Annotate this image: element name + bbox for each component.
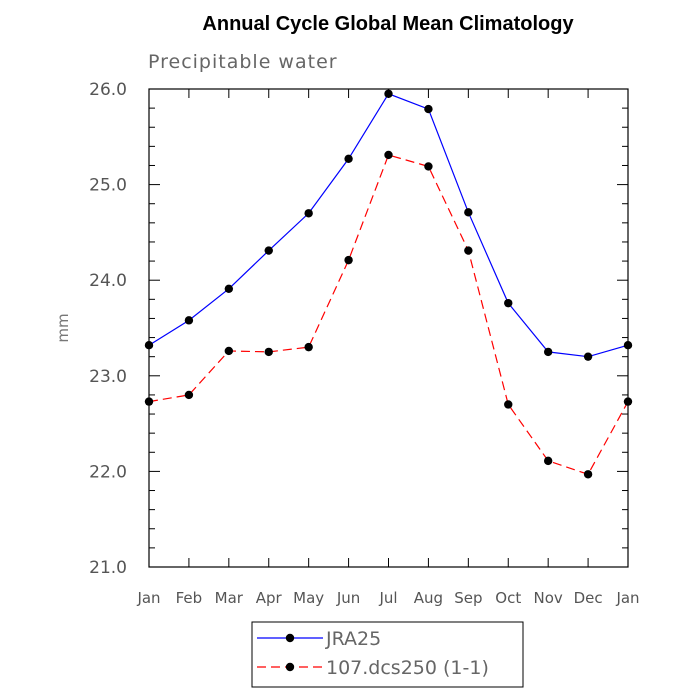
x-tick-label: May — [293, 589, 324, 607]
data-point-0 — [304, 209, 313, 218]
x-tick-label: Jul — [378, 589, 397, 607]
data-point-1 — [583, 470, 593, 479]
x-tick-label: Mar — [215, 589, 244, 607]
x-tick-label: Feb — [176, 589, 203, 607]
x-tick-label: Jan — [136, 589, 160, 607]
data-point-1 — [264, 347, 273, 357]
data-point-0 — [264, 246, 273, 255]
data-point-0 — [224, 284, 234, 294]
data-point-1 — [184, 390, 194, 400]
data-point-0 — [543, 347, 553, 357]
legend-marker-0 — [285, 633, 295, 643]
y-axis-label: mm — [54, 313, 72, 342]
data-point-0 — [583, 352, 593, 361]
x-tick-label: Aug — [414, 589, 443, 607]
chart-subtitle: Precipitable water — [148, 51, 338, 73]
data-point-0 — [384, 89, 393, 98]
y-tick-label: 25.0 — [89, 176, 127, 196]
x-tick-label: Oct — [495, 589, 521, 607]
x-tick-label: Apr — [256, 589, 283, 607]
y-tick-label: 26.0 — [89, 80, 127, 100]
data-point-1 — [543, 456, 553, 466]
data-point-0 — [344, 154, 353, 163]
data-point-1 — [464, 246, 473, 255]
x-tick-label: Sep — [454, 589, 482, 607]
chart-title: Annual Cycle Global Mean Climatology — [202, 13, 574, 35]
legend: JRA25 107.dcs250 (1-1) — [251, 621, 524, 688]
x-tick-label: Nov — [534, 589, 563, 607]
data-point-1 — [504, 400, 513, 409]
legend-label-0: JRA25 — [325, 628, 381, 650]
axes-group: Jan Feb Mar Apr May Jun Jul Aug Sep Oct Nov Dec Jan 2… — [89, 80, 639, 607]
data-point-1 — [304, 342, 313, 352]
y-tick-label: 23.0 — [89, 367, 127, 387]
legend-label-1: 107.dcs250 (1-1) — [326, 657, 489, 679]
data-point-1 — [384, 150, 393, 160]
data-point-0 — [424, 104, 433, 114]
series-group — [144, 89, 633, 479]
data-point-0 — [504, 298, 513, 308]
data-point-0 — [144, 341, 154, 350]
plot-frame — [148, 88, 629, 568]
data-point-1 — [424, 162, 433, 171]
y-tick-label: 24.0 — [89, 271, 127, 291]
data-point-0 — [623, 341, 633, 350]
data-point-1 — [623, 397, 633, 406]
y-tick-label: 22.0 — [89, 462, 127, 482]
data-point-1 — [224, 346, 234, 356]
x-tick-label: Jun — [336, 589, 360, 607]
x-tick-label: Jan — [615, 589, 639, 607]
legend-box — [251, 621, 524, 688]
data-point-1 — [344, 255, 353, 265]
data-point-0 — [464, 208, 473, 217]
series-line-1 — [148, 154, 629, 475]
series-line-0 — [148, 93, 629, 358]
x-tick-label: Dec — [574, 589, 603, 607]
data-point-1 — [144, 397, 154, 406]
y-tick-label: 21.0 — [89, 558, 127, 578]
data-point-0 — [184, 316, 194, 325]
legend-marker-1 — [285, 662, 295, 672]
